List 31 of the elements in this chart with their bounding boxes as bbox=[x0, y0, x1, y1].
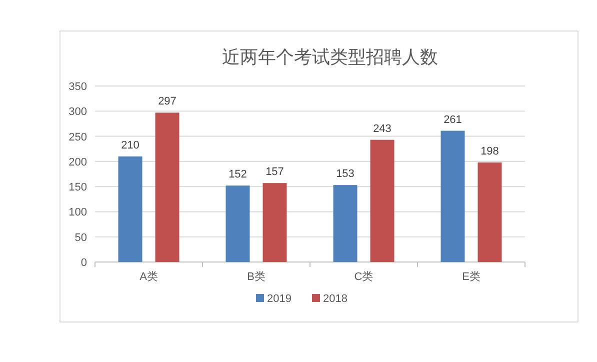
y-tick-label: 200 bbox=[68, 156, 87, 168]
x-tick-label: A类 bbox=[140, 270, 158, 283]
y-tick-label: 150 bbox=[68, 182, 87, 194]
bar bbox=[118, 156, 142, 262]
y-tick-label: 50 bbox=[74, 232, 87, 244]
bar bbox=[155, 112, 180, 262]
bar bbox=[226, 186, 250, 262]
x-tick-label: B类 bbox=[247, 270, 266, 283]
data-label: 261 bbox=[444, 114, 462, 126]
data-label: 243 bbox=[373, 122, 392, 135]
legend-label: 2018 bbox=[323, 293, 348, 305]
data-label: 157 bbox=[266, 166, 284, 178]
bar bbox=[333, 185, 358, 262]
bar bbox=[370, 140, 394, 262]
x-tick-label: C类 bbox=[354, 270, 374, 283]
x-tick-label: E类 bbox=[462, 270, 480, 283]
y-tick-label: 250 bbox=[68, 131, 87, 144]
data-label: 153 bbox=[336, 168, 354, 180]
legend-label: 2019 bbox=[267, 293, 292, 305]
bar bbox=[440, 130, 465, 262]
data-label: 152 bbox=[228, 168, 247, 181]
y-tick-label: 0 bbox=[80, 257, 87, 269]
bar bbox=[262, 183, 287, 262]
bar bbox=[478, 162, 502, 262]
data-label: 198 bbox=[480, 145, 499, 158]
y-tick-label: 100 bbox=[68, 206, 87, 219]
y-tick-label: 350 bbox=[68, 81, 87, 93]
chart-title: 近两年个考试类型招聘人数 bbox=[222, 47, 438, 67]
data-label: 297 bbox=[158, 96, 176, 108]
data-label: 210 bbox=[121, 139, 140, 152]
y-tick-label: 300 bbox=[68, 106, 87, 118]
